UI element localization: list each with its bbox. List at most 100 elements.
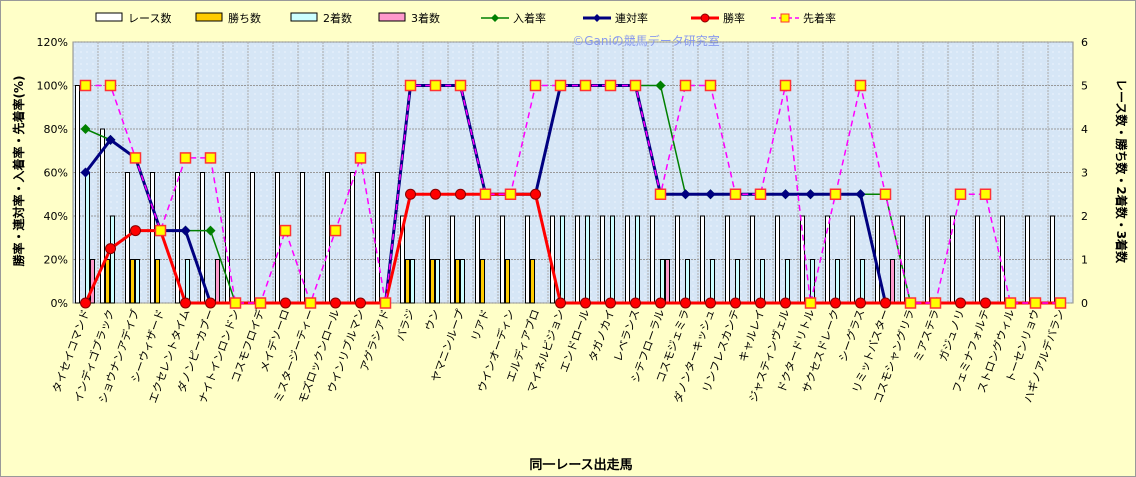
point-win-rate <box>780 297 791 309</box>
point-win-rate <box>80 297 91 309</box>
point-win-rate <box>705 297 716 309</box>
point-win-rate <box>180 297 191 309</box>
point-sakichaku <box>254 297 267 309</box>
point-sakichaku <box>354 152 367 164</box>
bar-races <box>350 172 355 304</box>
bar-wins <box>455 259 460 304</box>
bar-races <box>775 215 780 304</box>
point-sakichaku <box>604 79 617 92</box>
legend-label: 勝ち数 <box>228 11 261 25</box>
bar-second <box>710 259 715 304</box>
point-win-rate <box>205 297 216 309</box>
point-win-rate <box>455 188 466 200</box>
bar-second <box>85 172 90 304</box>
point-win-rate <box>580 297 591 309</box>
y-tick-label-right: 0 <box>1081 297 1088 310</box>
point-win-rate <box>430 188 441 200</box>
bar-wins <box>530 259 535 304</box>
bar-races <box>425 215 430 304</box>
point-win-rate <box>980 297 991 309</box>
point-win-rate <box>405 188 416 200</box>
point-sakichaku <box>579 79 592 92</box>
point-sakichaku <box>479 188 492 200</box>
bar-races <box>1050 215 1055 304</box>
bar-races <box>175 172 180 304</box>
point-win-rate <box>730 297 741 309</box>
legend-label: 先着率 <box>803 11 836 25</box>
point-win-rate <box>830 297 841 309</box>
point-sakichaku <box>629 79 642 92</box>
legend-label: 3着数 <box>411 11 440 25</box>
y-tick-label-right: 3 <box>1081 167 1088 180</box>
point-win-rate <box>955 297 966 309</box>
point-sakichaku <box>404 79 417 92</box>
y-tick-label-left: 0% <box>51 297 68 310</box>
y-tick-label-left: 100% <box>37 80 68 93</box>
point-sakichaku <box>379 297 392 309</box>
bar-wins <box>130 259 135 304</box>
y-tick-label-left: 120% <box>37 36 68 49</box>
point-sakichaku <box>329 224 342 237</box>
legend-marker <box>780 13 790 23</box>
point-sakichaku <box>854 79 867 92</box>
y-tick-label-right: 4 <box>1081 123 1088 136</box>
y-axis-title-right: レース数・勝ち数・2着数・3着数 <box>1114 79 1129 264</box>
point-sakichaku <box>929 297 942 309</box>
point-rentai <box>80 167 91 178</box>
legend-label: 連対率 <box>615 11 648 25</box>
point-fukusho <box>655 80 666 91</box>
bar-races <box>575 215 580 304</box>
point-sakichaku <box>429 79 442 92</box>
y-tick-label-right: 6 <box>1081 36 1088 49</box>
bar-races <box>925 215 930 304</box>
point-win-rate <box>355 297 366 309</box>
y-tick-label-right: 1 <box>1081 254 1088 267</box>
point-sakichaku <box>829 188 842 200</box>
bar-second <box>185 259 190 304</box>
bar-second <box>860 259 865 304</box>
point-win-rate <box>130 225 141 237</box>
bar-races <box>1025 215 1030 304</box>
legend-marker <box>593 14 601 22</box>
bar-races <box>500 215 505 304</box>
point-win-rate <box>880 297 891 309</box>
bar-races <box>725 215 730 304</box>
y-tick-label-right: 2 <box>1081 210 1088 223</box>
legend-marker <box>491 14 499 22</box>
bar-races <box>275 172 280 304</box>
bar-second <box>635 215 640 304</box>
point-win-rate <box>605 297 616 309</box>
point-sakichaku <box>679 79 692 92</box>
point-sakichaku <box>229 297 242 309</box>
point-fukusho <box>205 225 216 236</box>
bar-races <box>400 215 405 304</box>
line-sakichaku <box>85 84 1061 306</box>
point-win-rate <box>105 243 116 255</box>
bar-races <box>650 215 655 304</box>
point-sakichaku <box>754 188 767 200</box>
point-sakichaku <box>179 152 192 164</box>
point-sakichaku <box>979 188 992 200</box>
bar-second <box>835 259 840 304</box>
bar-second <box>460 259 465 304</box>
bar-wins <box>405 259 410 304</box>
bar-races <box>450 215 455 304</box>
point-win-rate <box>630 297 641 309</box>
legend-swatch-bar-races <box>95 12 123 22</box>
y-tick-label-left: 20% <box>44 254 68 267</box>
bar-wins <box>505 259 510 304</box>
point-win-rate <box>280 297 291 309</box>
bar-races <box>600 215 605 304</box>
x-tick-label: リアド <box>469 308 493 343</box>
point-sakichaku <box>779 79 792 92</box>
point-rentai <box>780 189 791 200</box>
point-sakichaku <box>154 224 167 237</box>
point-sakichaku <box>904 297 917 309</box>
bar-wins <box>430 259 435 304</box>
legend-label: 入着率 <box>513 11 546 25</box>
legend-swatch-bar-second <box>290 12 318 22</box>
bar-races <box>375 172 380 304</box>
y-axis-title-left: 勝率・連対率・入着率・先着率(%) <box>11 76 26 267</box>
bar-races <box>700 215 705 304</box>
